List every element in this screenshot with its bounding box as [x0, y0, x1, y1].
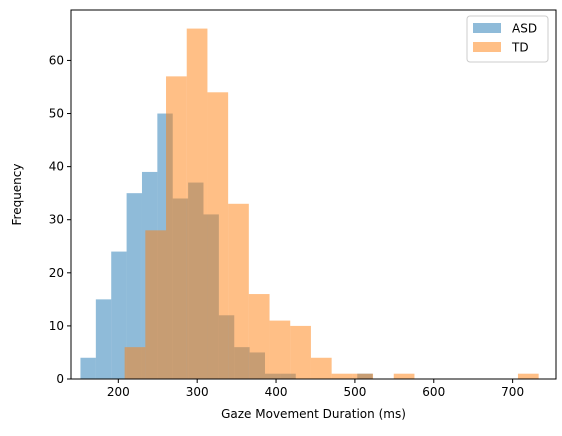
plot-area-frame — [70, 9, 557, 380]
histogram-bar-asd-2 — [111, 251, 127, 379]
histogram-bar-td-6 — [248, 294, 270, 379]
x-axis-label: Gaze Movement Duration (ms) — [221, 407, 406, 421]
x-tick-label-5: 700 — [501, 385, 524, 399]
histogram-bar-td-13 — [393, 373, 415, 379]
histogram-bar-td-19 — [517, 373, 539, 379]
histogram-bar-td-3 — [186, 28, 208, 379]
histogram-bar-td-11 — [352, 373, 374, 379]
histogram-bar-td-9 — [310, 357, 332, 379]
x-tick-label-3: 500 — [343, 385, 366, 399]
x-tick-label-4: 600 — [422, 385, 445, 399]
x-axis-ticks: 200 300 400 500 600 700 — [107, 379, 524, 399]
legend-swatch-asd — [473, 23, 501, 33]
histogram-bar-td-0 — [124, 347, 146, 379]
legend-swatch-td — [473, 42, 501, 52]
x-tick-label-0: 200 — [107, 385, 130, 399]
y-tick-label-0: 0 — [56, 372, 64, 386]
legend-label-asd: ASD — [512, 22, 537, 36]
histogram-bar-asd-0 — [80, 357, 96, 379]
y-tick-label-2: 20 — [49, 266, 64, 280]
y-tick-label-5: 50 — [49, 107, 64, 121]
legend-label-td: TD — [511, 41, 529, 55]
legend-entries: ASD TD — [473, 22, 537, 55]
chart-legend: ASD TD — [466, 15, 549, 63]
histogram-bar-td-2 — [166, 76, 187, 379]
x-tick-label-1: 300 — [186, 385, 209, 399]
y-axis-ticks: 0 10 20 30 40 50 60 — [49, 53, 71, 386]
y-tick-label-4: 40 — [49, 160, 64, 174]
y-axis-label: Frequency — [10, 164, 24, 226]
histogram-bar-td-8 — [290, 325, 311, 379]
x-tick-label-2: 400 — [265, 385, 288, 399]
y-tick-label-1: 10 — [49, 319, 64, 333]
histogram-bar-td-5 — [228, 203, 249, 379]
histogram-bar-td-1 — [145, 230, 167, 379]
histogram-bar-asd-3 — [126, 193, 142, 379]
histogram-bar-td-10 — [331, 373, 353, 379]
y-tick-label-3: 30 — [49, 213, 64, 227]
histogram-bar-asd-1 — [95, 299, 112, 379]
y-tick-label-6: 60 — [49, 53, 64, 67]
histogram-bars — [80, 28, 539, 379]
histogram-bar-td-4 — [207, 92, 229, 379]
histogram-bar-td-7 — [269, 320, 291, 379]
